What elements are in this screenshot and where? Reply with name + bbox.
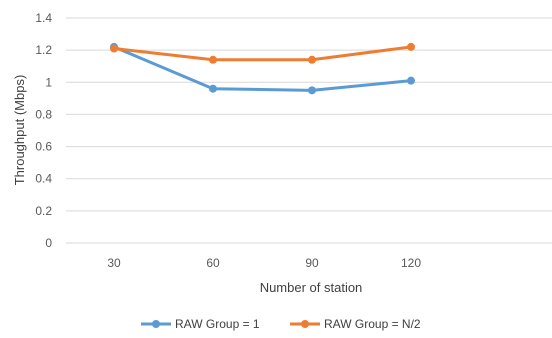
series-line	[112, 45, 413, 92]
y-tick-label: 1.2	[35, 43, 52, 57]
series-line	[112, 45, 413, 62]
y-axis-ticks: 0 0.2 0.4 0.6 0.8 1 1.2 1.4	[35, 11, 52, 250]
data-point	[209, 55, 217, 64]
data-point	[407, 76, 415, 85]
legend: RAW Group = 1 RAW Group = N/2	[141, 317, 421, 331]
legend-marker	[152, 320, 160, 328]
data-point	[407, 42, 415, 51]
series-lines	[110, 42, 415, 95]
legend-item: RAW Group = N/2	[290, 317, 421, 331]
y-tick-label: 0.6	[35, 140, 52, 154]
y-tick-label: 0.4	[35, 172, 52, 186]
y-tick-label: 0.8	[35, 107, 52, 121]
x-axis-ticks: 30 60 90 120	[107, 256, 421, 270]
series-2	[110, 42, 415, 64]
data-point	[110, 44, 118, 53]
x-axis-title: Number of station	[260, 280, 363, 295]
gridlines	[66, 17, 552, 244]
x-tick-label: 120	[401, 256, 421, 270]
legend-item: RAW Group = 1	[141, 317, 260, 331]
data-point	[308, 86, 316, 95]
data-point	[308, 55, 316, 64]
y-tick-label: 1	[45, 75, 52, 89]
y-tick-label: 0	[45, 236, 52, 250]
data-point	[209, 84, 217, 93]
x-tick-label: 90	[305, 256, 319, 270]
y-axis-title: Throughput (Mbps)	[12, 75, 27, 186]
x-tick-label: 30	[107, 256, 121, 270]
x-tick-label: 60	[206, 256, 220, 270]
y-tick-label: 0.2	[35, 204, 52, 218]
legend-label: RAW Group = N/2	[324, 317, 421, 331]
y-tick-label: 1.4	[35, 11, 52, 25]
legend-marker	[301, 320, 309, 328]
legend-label: RAW Group = 1	[175, 317, 260, 331]
